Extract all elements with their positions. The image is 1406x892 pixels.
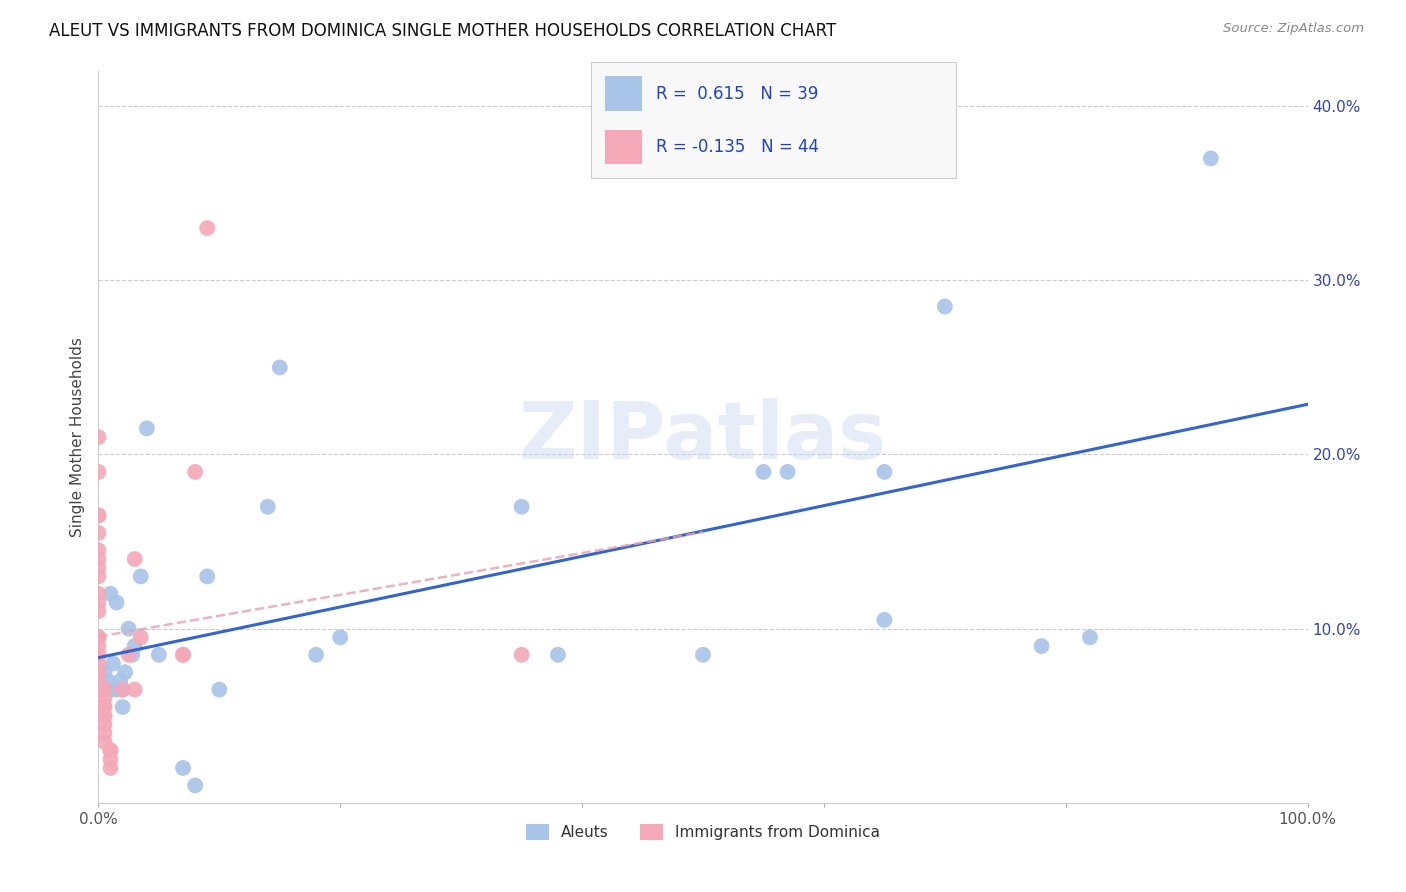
Point	[93, 665, 115, 680]
Point	[873, 613, 896, 627]
Point	[93, 691, 115, 706]
Point	[692, 648, 714, 662]
Point	[87, 648, 110, 662]
Point	[100, 761, 122, 775]
Point	[195, 221, 218, 235]
Point	[172, 761, 194, 775]
Point	[121, 648, 143, 662]
Point	[100, 743, 122, 757]
Point	[93, 708, 115, 723]
Point	[93, 682, 115, 697]
Point	[118, 622, 141, 636]
Point	[87, 665, 110, 680]
Point	[87, 631, 110, 645]
Point	[93, 700, 115, 714]
Point	[87, 639, 110, 653]
Point	[124, 639, 146, 653]
FancyBboxPatch shape	[605, 77, 641, 112]
Point	[87, 595, 110, 609]
Point	[184, 465, 207, 479]
Point	[93, 726, 115, 740]
Point	[97, 673, 120, 688]
Point	[87, 673, 110, 688]
Point	[87, 543, 110, 558]
Point	[87, 657, 110, 671]
Point	[87, 525, 110, 540]
Point	[208, 682, 231, 697]
Text: ZIPatlas: ZIPatlas	[519, 398, 887, 476]
Point	[172, 648, 194, 662]
Point	[100, 587, 122, 601]
Point	[90, 682, 112, 697]
Point	[93, 735, 115, 749]
Point	[87, 604, 110, 618]
Y-axis label: Single Mother Households: Single Mother Households	[70, 337, 86, 537]
Point	[329, 631, 352, 645]
Point	[87, 665, 110, 680]
Point	[256, 500, 278, 514]
Point	[87, 508, 110, 523]
Point	[305, 648, 328, 662]
Point	[195, 569, 218, 583]
Point	[172, 648, 194, 662]
Point	[1031, 639, 1053, 653]
Point	[87, 560, 110, 574]
Point	[87, 673, 110, 688]
Point	[87, 465, 110, 479]
Point	[111, 682, 134, 697]
Point	[1199, 152, 1222, 166]
Point	[124, 682, 146, 697]
Point	[87, 569, 110, 583]
Point	[87, 648, 110, 662]
Point	[111, 682, 134, 697]
FancyBboxPatch shape	[605, 129, 641, 164]
Point	[87, 631, 110, 645]
Point	[105, 682, 128, 697]
Legend: Aleuts, Immigrants from Dominica: Aleuts, Immigrants from Dominica	[520, 818, 886, 847]
Point	[124, 552, 146, 566]
Point	[105, 595, 128, 609]
Point	[93, 682, 115, 697]
Point	[135, 421, 157, 435]
Text: R = -0.135   N = 44: R = -0.135 N = 44	[657, 138, 820, 156]
Text: Source: ZipAtlas.com: Source: ZipAtlas.com	[1223, 22, 1364, 36]
Point	[776, 465, 799, 479]
Point	[87, 508, 110, 523]
FancyBboxPatch shape	[591, 62, 956, 178]
Point	[184, 778, 207, 792]
Point	[148, 648, 170, 662]
Point	[114, 665, 136, 680]
Point	[111, 700, 134, 714]
Point	[934, 300, 956, 314]
Text: R =  0.615   N = 39: R = 0.615 N = 39	[657, 85, 818, 103]
Point	[100, 743, 122, 757]
Text: ALEUT VS IMMIGRANTS FROM DOMINICA SINGLE MOTHER HOUSEHOLDS CORRELATION CHART: ALEUT VS IMMIGRANTS FROM DOMINICA SINGLE…	[49, 22, 837, 40]
Point	[87, 430, 110, 444]
Point	[547, 648, 569, 662]
Point	[93, 708, 115, 723]
Point	[269, 360, 291, 375]
Point	[752, 465, 775, 479]
Point	[118, 648, 141, 662]
Point	[93, 700, 115, 714]
Point	[100, 752, 122, 766]
Point	[510, 500, 533, 514]
Point	[873, 465, 896, 479]
Point	[129, 631, 152, 645]
Point	[93, 717, 115, 731]
Point	[101, 657, 124, 671]
Point	[87, 552, 110, 566]
Point	[108, 673, 131, 688]
Point	[87, 587, 110, 601]
Point	[510, 648, 533, 662]
Point	[129, 569, 152, 583]
Point	[1078, 631, 1101, 645]
Point	[100, 682, 122, 697]
